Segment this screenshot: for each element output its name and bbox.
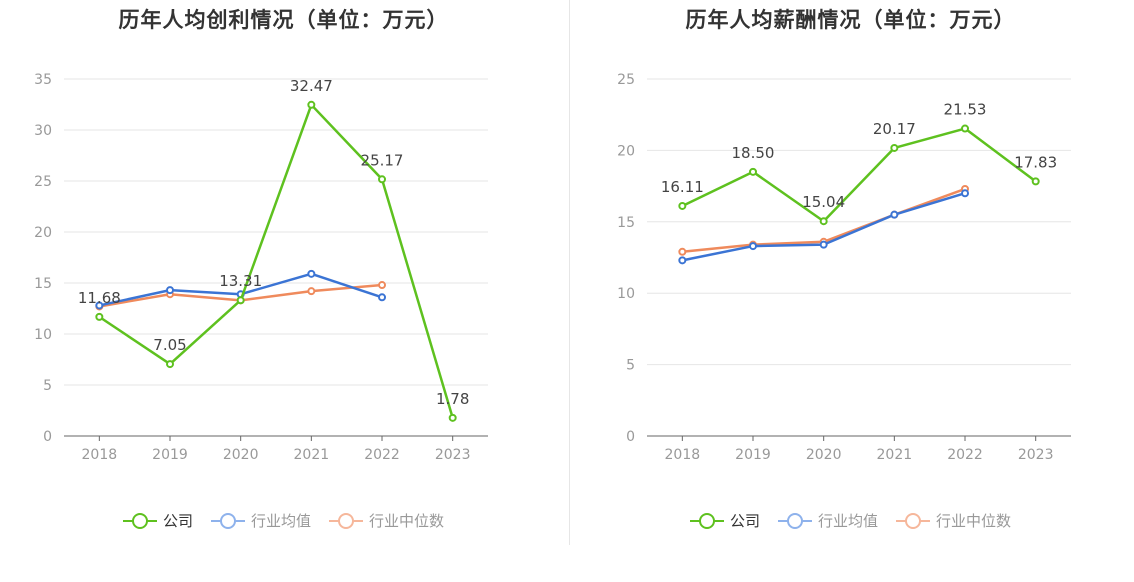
data-label: 16.11 bbox=[661, 178, 704, 196]
legend-industry-median-symbol-icon bbox=[329, 512, 363, 529]
salary-per-capita-chart: 0 5 10 15 20 25 2018 2019 2020 2021 2022 2023 16.11 1… bbox=[617, 72, 1071, 463]
data-label: 15.04 bbox=[802, 193, 845, 211]
data-point bbox=[378, 293, 387, 302]
series-line bbox=[98, 103, 454, 419]
legend-label: 公司 bbox=[162, 512, 193, 530]
data-point bbox=[378, 281, 387, 290]
series-line bbox=[681, 127, 1037, 223]
data-point bbox=[166, 360, 175, 369]
x-tick-label: 2023 bbox=[1018, 447, 1054, 463]
legend-item-company[interactable]: 公司 bbox=[122, 510, 193, 531]
x-tick-label: 2022 bbox=[364, 447, 400, 463]
y-tick-label: 5 bbox=[43, 378, 52, 394]
data-label: 11.68 bbox=[78, 289, 121, 307]
legend-label: 公司 bbox=[729, 512, 760, 530]
data-point bbox=[307, 100, 316, 109]
x-tick-label: 2018 bbox=[82, 447, 118, 463]
y-tick-label: 10 bbox=[617, 286, 635, 302]
y-tick-label: 0 bbox=[626, 429, 635, 445]
y-tick-label: 5 bbox=[626, 358, 635, 374]
x-tick-label: 2020 bbox=[806, 447, 842, 463]
data-label: 25.17 bbox=[361, 151, 404, 169]
y-tick-label: 35 bbox=[34, 72, 52, 88]
data-label: 7.05 bbox=[153, 336, 186, 354]
x-tick-label: 2020 bbox=[223, 447, 259, 463]
data-label: 13.31 bbox=[219, 272, 262, 290]
data-point bbox=[678, 201, 687, 210]
data-label: 21.53 bbox=[944, 101, 987, 119]
data-point bbox=[678, 247, 687, 256]
data-point bbox=[749, 167, 758, 176]
legend-label: 行业中位数 bbox=[936, 512, 1012, 530]
data-point bbox=[1031, 177, 1040, 186]
data-point bbox=[448, 413, 457, 422]
legend-item-company[interactable]: 公司 bbox=[689, 510, 760, 531]
data-point bbox=[890, 143, 899, 152]
legend-item-industry-median[interactable]: 行业中位数 bbox=[896, 510, 1011, 531]
salary-per-capita-panel: 历年人均薪酬情况（单位：万元） 0 5 10 15 20 25 2018 2019 2020 20… bbox=[567, 0, 1134, 582]
y-tick-label: 0 bbox=[43, 429, 52, 445]
x-tick-label: 2018 bbox=[665, 447, 701, 463]
x-tick-label: 2019 bbox=[152, 447, 188, 463]
profit-per-capita-chart: 0 5 10 15 20 25 30 35 2018 2019 2020 2021 2022 2023 11… bbox=[34, 72, 488, 463]
y-tick-label: 25 bbox=[617, 72, 635, 88]
legend-label: 行业中位数 bbox=[369, 512, 445, 530]
data-point bbox=[890, 210, 899, 219]
legend-industry-median-symbol-icon bbox=[896, 512, 930, 529]
data-point bbox=[678, 256, 687, 265]
data-point bbox=[819, 217, 828, 226]
data-point bbox=[236, 296, 245, 305]
data-point bbox=[307, 269, 316, 278]
y-tick-label: 20 bbox=[617, 143, 635, 159]
y-tick-label: 30 bbox=[34, 123, 52, 139]
y-tick-label: 15 bbox=[34, 276, 52, 292]
data-label: 32.47 bbox=[290, 77, 333, 95]
legend-item-industry-median[interactable]: 行业中位数 bbox=[329, 510, 444, 531]
data-point bbox=[749, 242, 758, 251]
data-label: 18.50 bbox=[732, 144, 775, 162]
data-point bbox=[961, 189, 970, 198]
legend-company-symbol-icon bbox=[689, 512, 724, 529]
data-point bbox=[819, 240, 828, 249]
legend-company-symbol-icon bbox=[122, 512, 157, 529]
data-label: 17.83 bbox=[1014, 153, 1057, 171]
x-tick-label: 2022 bbox=[947, 447, 983, 463]
y-tick-label: 15 bbox=[617, 215, 635, 231]
x-tick-label: 2019 bbox=[735, 447, 771, 463]
data-point bbox=[95, 312, 104, 321]
legend: 公司 行业均值 行业中位数 bbox=[0, 510, 567, 531]
legend-industry-avg-symbol-icon bbox=[210, 512, 245, 529]
y-tick-label: 20 bbox=[34, 225, 52, 241]
data-point bbox=[166, 286, 175, 295]
chart-title: 历年人均薪酬情况（单位：万元） bbox=[685, 8, 1016, 32]
panel-divider bbox=[569, 0, 570, 545]
x-tick-label: 2021 bbox=[294, 447, 330, 463]
legend-item-industry-avg[interactable]: 行业均值 bbox=[777, 510, 878, 531]
x-tick-label: 2021 bbox=[877, 447, 913, 463]
data-point bbox=[95, 301, 104, 310]
legend-label: 行业均值 bbox=[817, 512, 878, 530]
chart-title: 历年人均创利情况（单位：万元） bbox=[118, 8, 449, 32]
data-point bbox=[307, 287, 316, 296]
legend: 公司 行业均值 行业中位数 bbox=[567, 510, 1134, 531]
data-label: 1.78 bbox=[436, 390, 469, 408]
y-tick-label: 10 bbox=[34, 327, 52, 343]
legend-item-industry-avg[interactable]: 行业均值 bbox=[210, 510, 311, 531]
profit-per-capita-panel: 历年人均创利情况（单位：万元） 0 5 10 15 20 25 30 35 2018 2019 20… bbox=[0, 8, 567, 531]
data-point bbox=[961, 124, 970, 133]
y-tick-label: 25 bbox=[34, 174, 52, 190]
data-label: 20.17 bbox=[873, 120, 916, 138]
legend-industry-avg-symbol-icon bbox=[777, 512, 812, 529]
x-tick-label: 2023 bbox=[435, 447, 471, 463]
legend-label: 行业均值 bbox=[250, 512, 311, 530]
data-point bbox=[378, 175, 387, 184]
